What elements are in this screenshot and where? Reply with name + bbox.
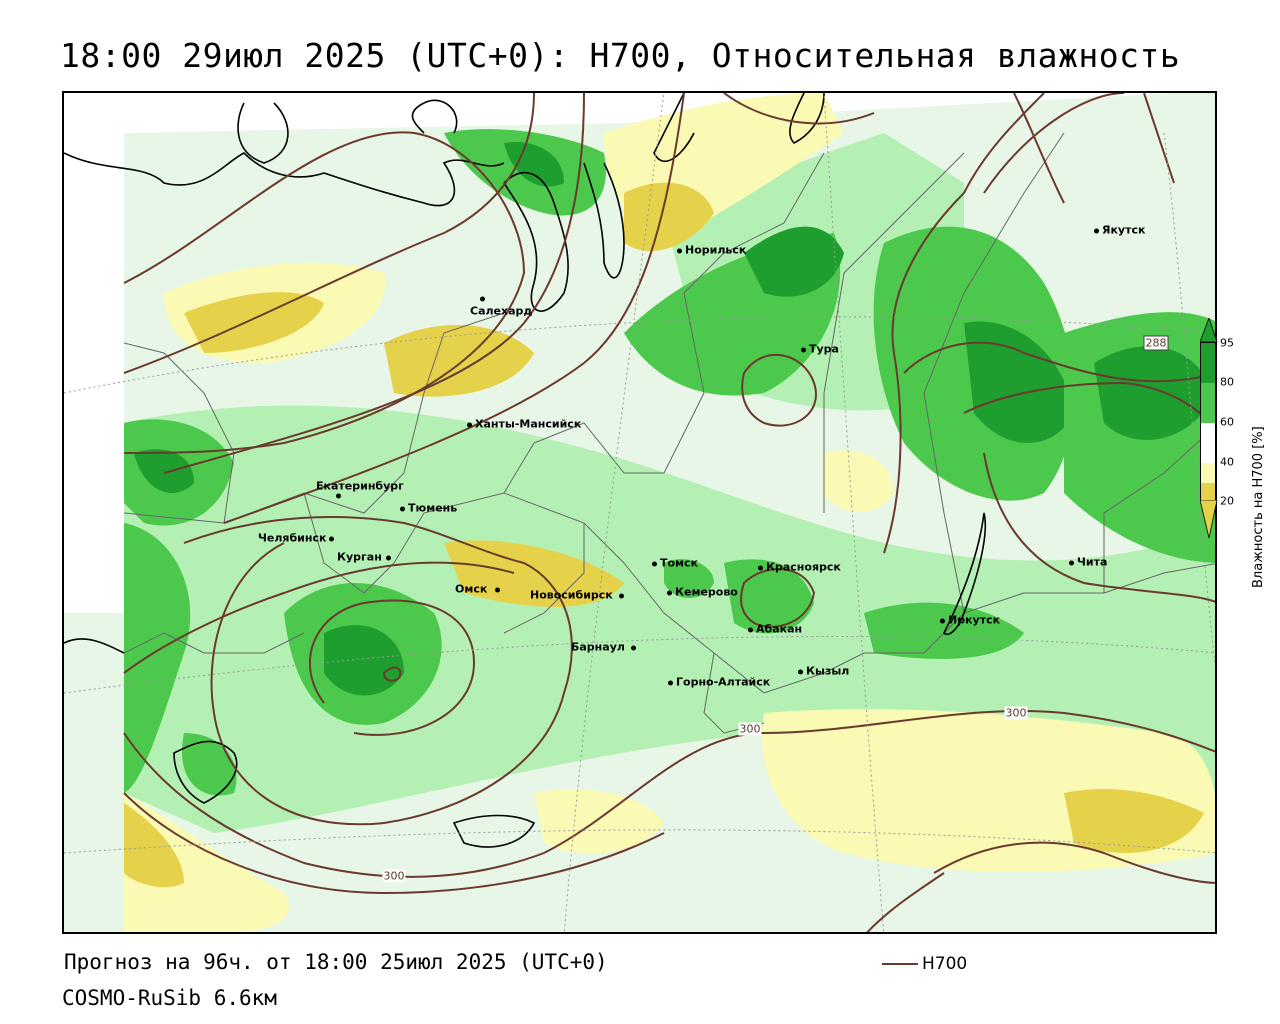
city-label xyxy=(336,489,344,502)
h700-legend: H700 xyxy=(882,954,967,974)
city-dot-icon xyxy=(668,680,673,685)
city-dot-icon xyxy=(1094,228,1099,233)
isoline-label: 300 xyxy=(382,869,406,883)
forecast-map: Норильск Салехард Якутск Тура Ханты-Манс… xyxy=(62,91,1217,934)
city-dot-icon xyxy=(630,645,636,650)
city-label: Екатеринбург xyxy=(316,479,404,493)
model-name: COSMO-RuSib 6.6км xyxy=(62,986,277,1010)
city-label: Кемерово xyxy=(667,586,738,599)
city-dot-icon xyxy=(798,669,803,674)
city-dot-icon xyxy=(801,347,806,352)
city-dot-icon xyxy=(618,593,624,598)
city-dot-icon xyxy=(336,493,341,498)
scale-bottom-arrow-icon xyxy=(1200,500,1218,539)
city-dot-icon xyxy=(329,536,335,541)
city-label: Чита xyxy=(1069,556,1107,569)
city-label: Тюмень xyxy=(400,502,457,515)
city-dot-icon xyxy=(667,590,672,595)
humidity-color-scale xyxy=(1200,342,1216,503)
city-dot-icon xyxy=(677,248,682,253)
city-label: Барнаул xyxy=(571,641,639,654)
city-dot-icon xyxy=(480,296,485,301)
isoline-label: 288 xyxy=(1143,335,1169,351)
isoline-label: 300 xyxy=(738,722,762,736)
city-label: Ханты-Мансийск xyxy=(467,418,581,431)
city-label: Новосибирск xyxy=(530,589,627,602)
city-dot-icon xyxy=(385,555,391,560)
city-dot-icon xyxy=(748,627,753,632)
scale-tick: 60 xyxy=(1220,415,1234,429)
humidity-field xyxy=(64,93,1215,932)
city-label: Салехард xyxy=(470,304,533,318)
city-label: Кызыл xyxy=(798,665,849,678)
city-dot-icon xyxy=(940,618,945,623)
city-label: Абакан xyxy=(748,623,802,636)
city-label: Тура xyxy=(801,343,839,356)
forecast-info: Прогноз на 96ч. от 18:00 25июл 2025 (UTC… xyxy=(64,950,608,974)
city-label xyxy=(480,292,488,305)
scale-title: Влажность на H700 [%] xyxy=(1251,426,1266,588)
scale-tick: 80 xyxy=(1220,375,1234,389)
city-label: Горно-Алтайск xyxy=(668,676,770,689)
city-label: Якутск xyxy=(1094,224,1145,237)
city-dot-icon xyxy=(758,565,763,570)
city-label: Красноярск xyxy=(758,561,841,574)
city-label: Норильск xyxy=(677,244,746,257)
city-dot-icon xyxy=(1069,560,1074,565)
city-dot-icon xyxy=(495,587,501,592)
page-title: 18:00 29июл 2025 (UTC+0): H700, Относите… xyxy=(60,36,1181,75)
city-label: Иркутск xyxy=(940,614,1000,627)
scale-top-arrow-icon xyxy=(1200,318,1218,343)
city-label: Омск xyxy=(455,583,503,596)
city-label: Курган xyxy=(337,551,394,564)
scale-tick: 95 xyxy=(1220,336,1234,350)
h700-line-icon xyxy=(882,963,918,965)
scale-tick: 40 xyxy=(1220,455,1234,469)
city-dot-icon xyxy=(400,506,405,511)
isoline-label: 300 xyxy=(1004,706,1028,720)
city-dot-icon xyxy=(652,561,657,566)
city-dot-icon xyxy=(467,422,472,427)
city-label: Томск xyxy=(652,557,698,570)
city-label: Челябинск xyxy=(258,532,337,545)
scale-tick: 20 xyxy=(1220,494,1234,508)
